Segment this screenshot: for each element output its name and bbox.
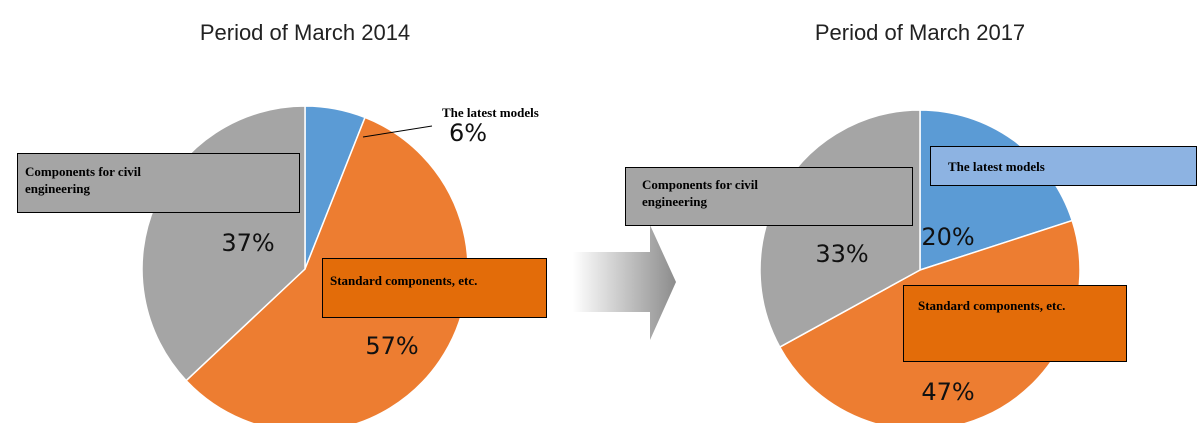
category-label: Standard components, etc. <box>918 298 1066 313</box>
chart-title: Period of March 2014 <box>199 20 411 45</box>
label-box <box>322 258 547 318</box>
category-label: Components for civil engineering <box>25 164 142 196</box>
leader-line <box>362 125 433 138</box>
label-box <box>17 153 300 213</box>
label-box <box>930 146 1197 186</box>
chart-title: Period of March 2017 <box>814 20 1026 45</box>
category-label: The latest models <box>948 159 1045 174</box>
label-box <box>903 285 1127 362</box>
label-box <box>625 167 913 226</box>
category-label: Standard components, etc. <box>330 273 478 288</box>
value-label: 37% <box>221 229 275 257</box>
category-label: Components for civil engineering <box>642 177 759 209</box>
category-label: The latest models <box>442 105 539 120</box>
value-label: 57% <box>365 332 419 360</box>
value-label: 33% <box>815 240 869 268</box>
arrow <box>573 225 676 340</box>
value-label: 20% <box>921 223 975 251</box>
value-label: 6% <box>448 119 488 147</box>
value-label: 47% <box>921 378 975 406</box>
